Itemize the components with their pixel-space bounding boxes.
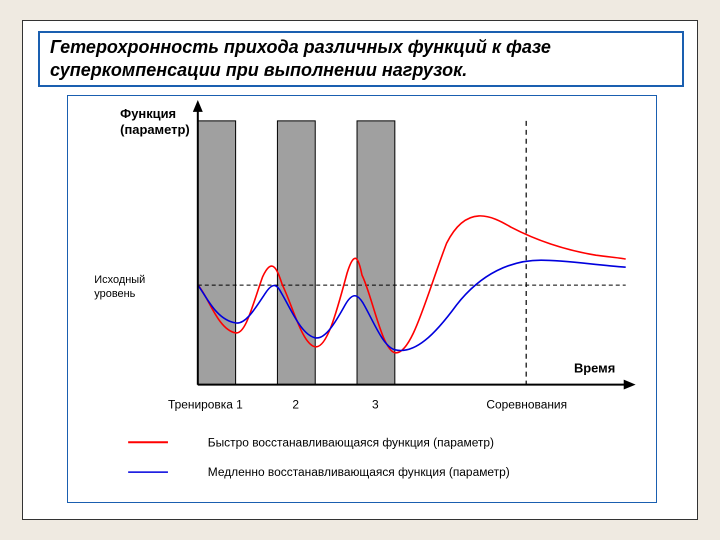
bar-2 (277, 121, 315, 385)
title-box: Гетерохронность прихода различных функци… (38, 31, 684, 87)
bar-1 (198, 121, 236, 385)
legend: Быстро восстанавливающаяся функция (пара… (128, 435, 510, 479)
title-line-1: Гетерохронность прихода различных функци… (50, 36, 672, 59)
baseline-label-1: Исходный (94, 274, 145, 286)
y-axis-label-2: (параметр) (120, 122, 189, 137)
bar-3 (357, 121, 395, 385)
legend-fast-text: Быстро восстанавливающаяся функция (пара… (208, 435, 494, 449)
x-axis-label: Время (574, 361, 615, 376)
x-tick-3: 3 (372, 397, 379, 411)
y-axis-label-1: Функция (120, 106, 176, 121)
x-tick-2: 2 (292, 397, 299, 411)
slide-card: Гетерохронность прихода различных функци… (22, 20, 698, 520)
baseline-label-2: уровень (94, 288, 135, 300)
chart-svg: Функция (параметр) Исходный уровень Врем… (68, 96, 656, 502)
legend-slow-text: Медленно восстанавливающаяся функция (па… (208, 465, 510, 479)
x-tick-1: Тренировка 1 (168, 397, 243, 411)
title-line-2: суперкомпенсации при выполнении нагрузок… (50, 59, 672, 82)
chart-frame: Функция (параметр) Исходный уровень Врем… (67, 95, 657, 503)
axes (193, 100, 636, 390)
training-bars (198, 121, 395, 385)
fast-curve (198, 216, 626, 353)
x-tick-4: Соревнования (486, 397, 567, 411)
